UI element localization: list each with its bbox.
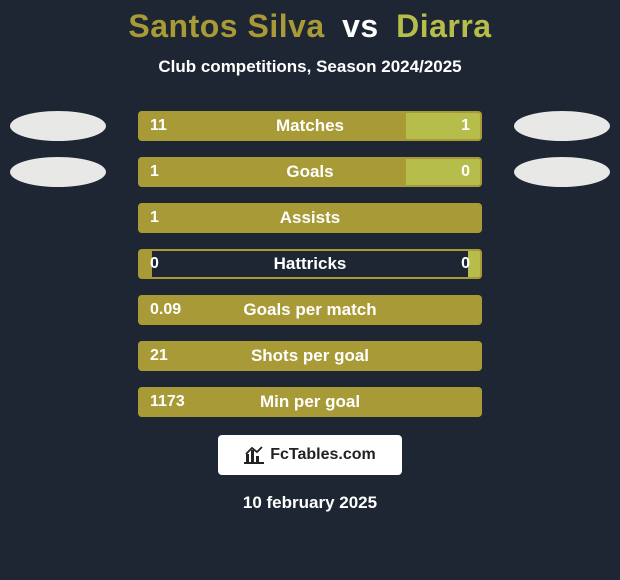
stat-row: 10Goals — [0, 157, 620, 187]
stat-row: 21Shots per goal — [0, 341, 620, 371]
club-logo-left — [10, 157, 106, 187]
stat-row: 1Assists — [0, 203, 620, 233]
branding-badge: FcTables.com — [218, 435, 402, 475]
stat-bar: 00Hattricks — [138, 249, 482, 279]
stat-row: 1173Min per goal — [0, 387, 620, 417]
stat-label: Goals per match — [138, 295, 482, 325]
club-logo-right — [514, 157, 610, 187]
stat-bar: 10Goals — [138, 157, 482, 187]
stat-row: 111Matches — [0, 111, 620, 141]
stat-bar: 1173Min per goal — [138, 387, 482, 417]
stat-label: Min per goal — [138, 387, 482, 417]
stat-row: 00Hattricks — [0, 249, 620, 279]
comparison-card: Santos Silva vs Diarra Club competitions… — [0, 0, 620, 580]
club-logo-right — [514, 111, 610, 141]
stat-label: Goals — [138, 157, 482, 187]
title-player2: Diarra — [396, 8, 492, 44]
stat-row: 0.09Goals per match — [0, 295, 620, 325]
title-player1: Santos Silva — [128, 8, 324, 44]
bar-chart-icon — [244, 446, 264, 464]
date-text: 10 february 2025 — [0, 493, 620, 513]
stat-bar: 111Matches — [138, 111, 482, 141]
stats-rows: 111Matches 10Goals 1Assists 00Hattricks 0.09… — [0, 111, 620, 417]
stat-label: Matches — [138, 111, 482, 141]
stat-bar: 0.09Goals per match — [138, 295, 482, 325]
title-vs: vs — [342, 8, 379, 44]
stat-bar: 1Assists — [138, 203, 482, 233]
stat-bar: 21Shots per goal — [138, 341, 482, 371]
branding-text: FcTables.com — [270, 446, 376, 464]
club-logo-left — [10, 111, 106, 141]
subtitle: Club competitions, Season 2024/2025 — [0, 57, 620, 77]
stat-label: Assists — [138, 203, 482, 233]
page-title: Santos Silva vs Diarra — [0, 8, 620, 45]
stat-label: Shots per goal — [138, 341, 482, 371]
stat-label: Hattricks — [138, 249, 482, 279]
